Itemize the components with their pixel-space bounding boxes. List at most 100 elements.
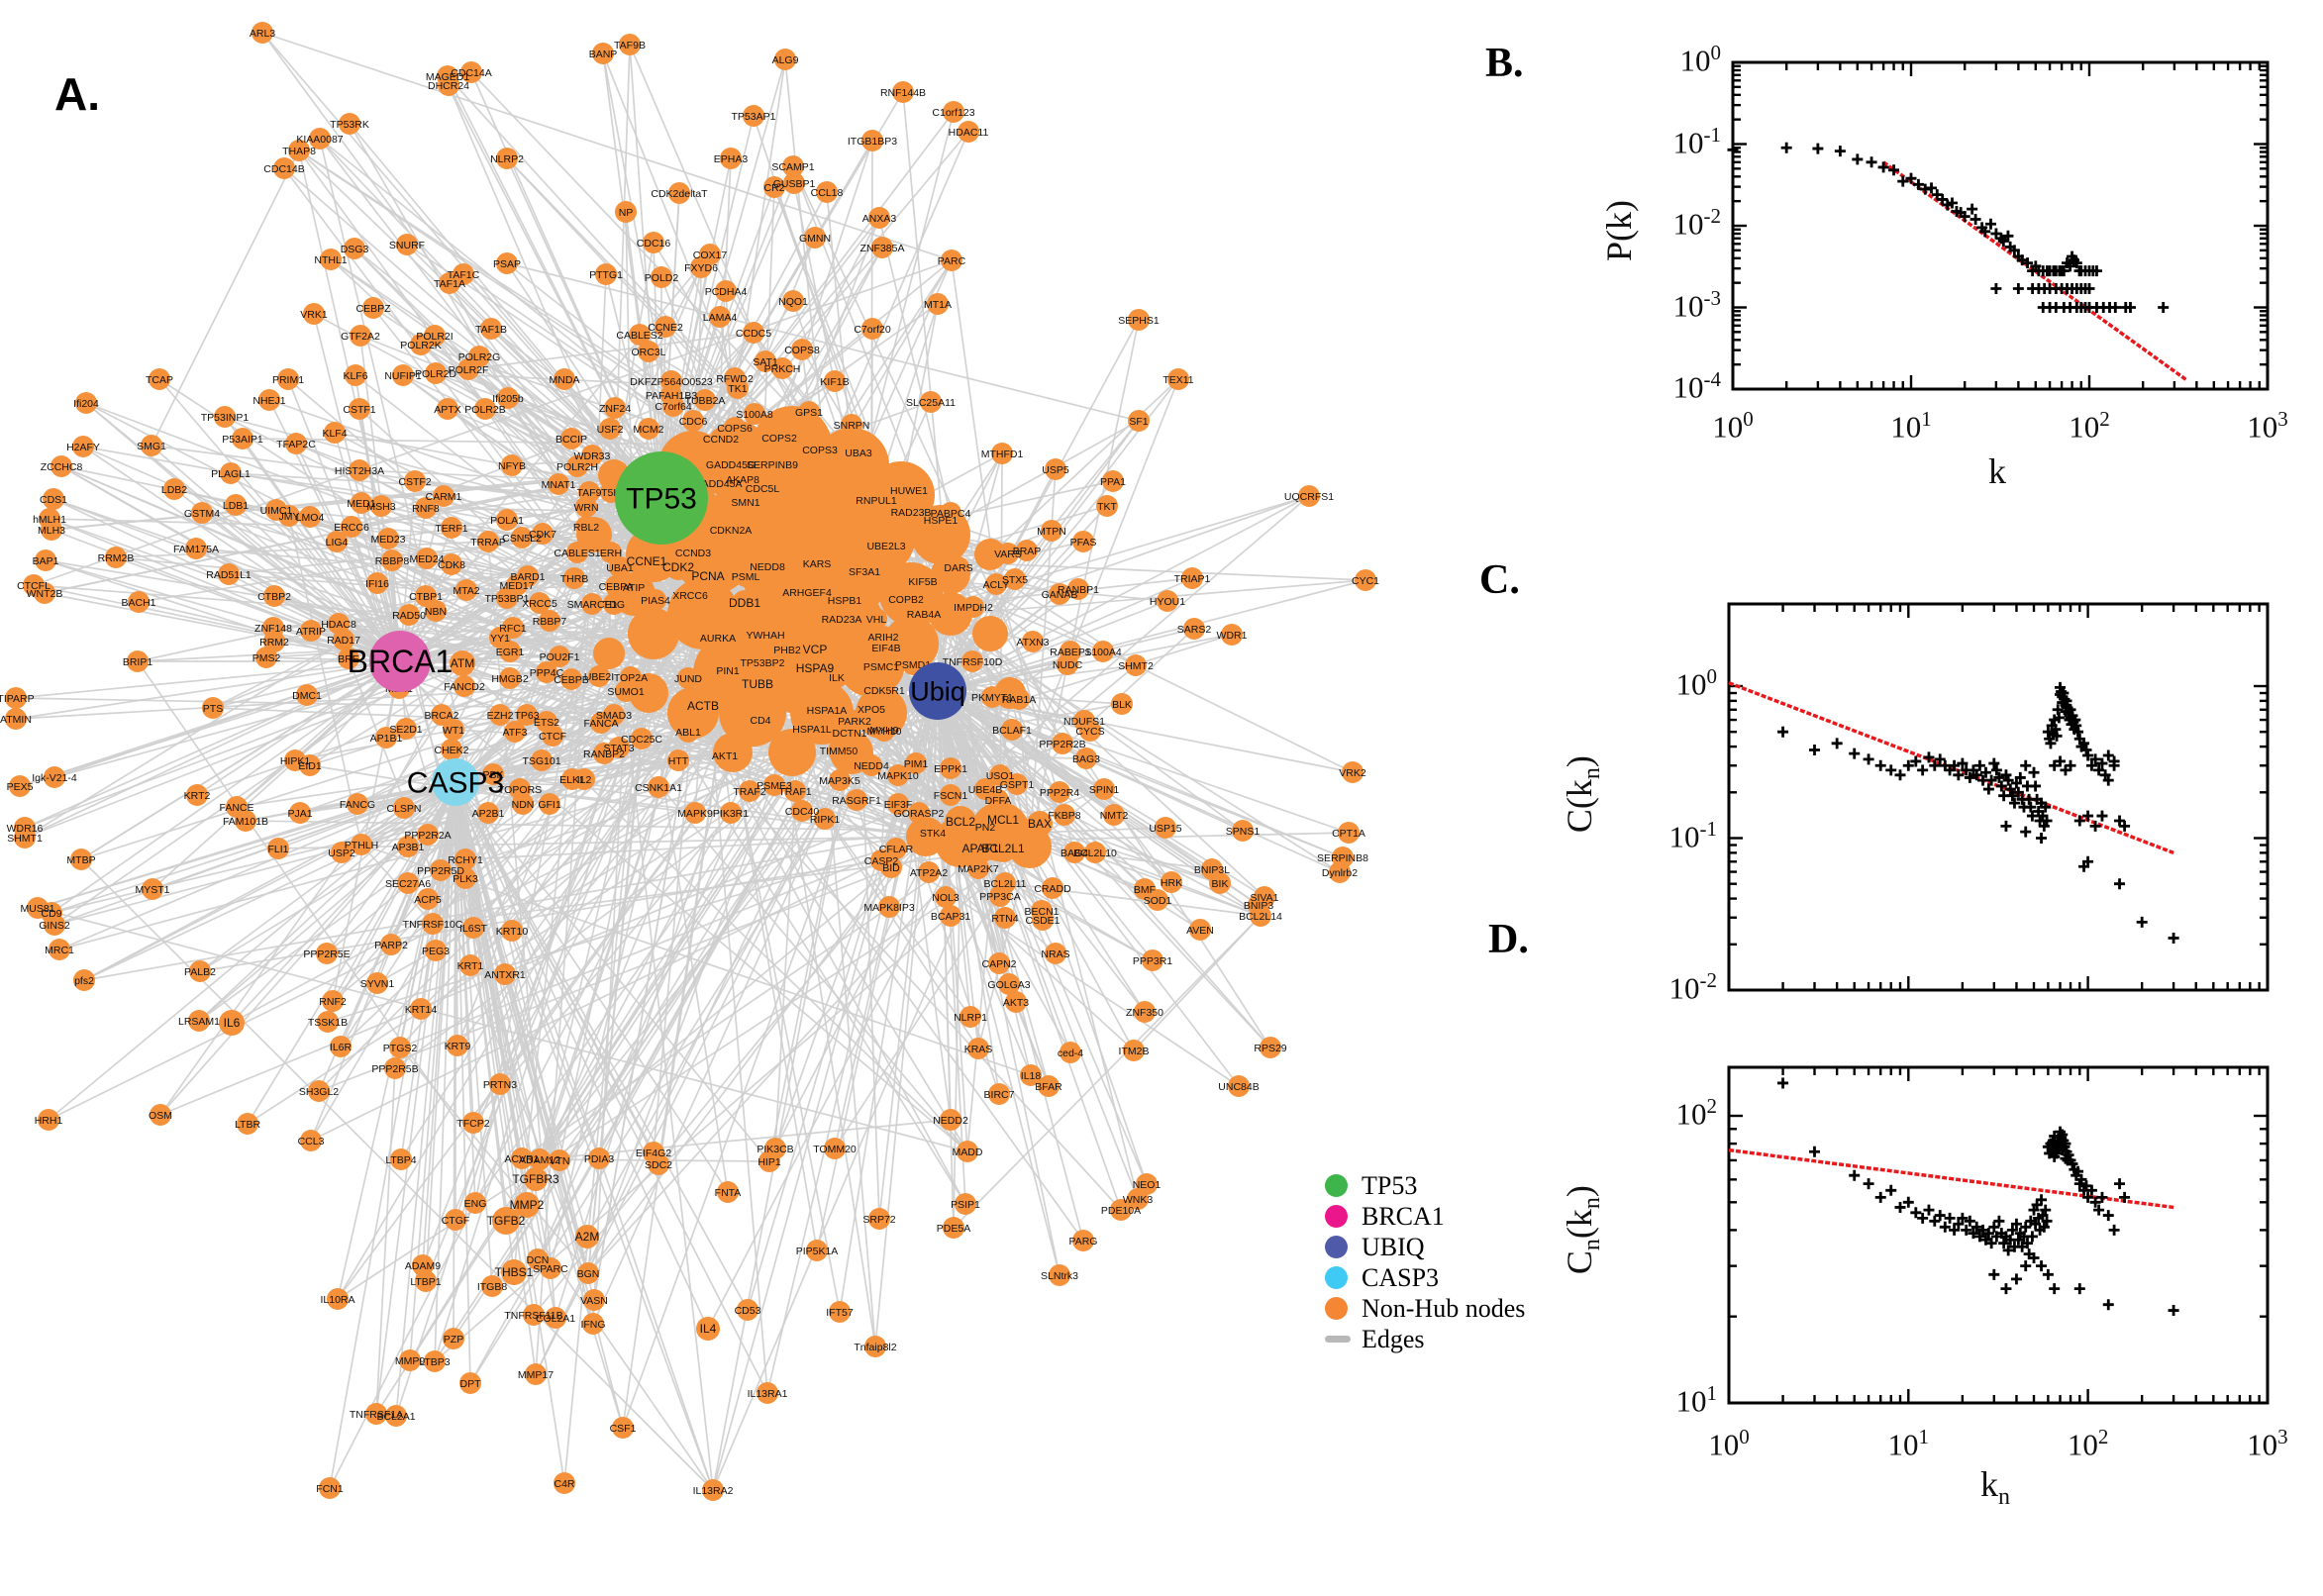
network-node (1060, 1042, 1081, 1063)
network-node-label: PN2 (975, 822, 996, 834)
network-node-label: HSPE1 (924, 515, 959, 527)
hub-node-casp3 (432, 758, 479, 806)
network-node (629, 324, 651, 346)
network-node-label: ADAM9 (405, 1260, 441, 1272)
network-node-label: CDK7 (529, 529, 556, 541)
network-node (384, 1057, 406, 1079)
network-node (49, 939, 70, 960)
network-node (457, 358, 479, 380)
network-node-label: IL6 (224, 1016, 241, 1030)
cluster-blob (972, 616, 1008, 651)
network-node (940, 1109, 961, 1131)
network-node (438, 74, 459, 96)
network-node (188, 1010, 210, 1032)
network-node-label: TAF1C (448, 269, 480, 281)
network-node (1123, 1040, 1145, 1061)
network-node-label: WDR1 (1217, 630, 1248, 642)
network-node-label: CTBP2 (257, 591, 291, 603)
network-node-label: FANCE (219, 802, 253, 814)
network-node (744, 403, 765, 425)
network-node-label: CDC6 (679, 416, 708, 428)
network-node (501, 920, 523, 942)
network-node (566, 542, 588, 563)
network-node-label: ATM (451, 656, 474, 670)
network-node-label: PPP3R1 (1133, 955, 1172, 967)
network-node (532, 523, 554, 545)
network-node (668, 182, 690, 204)
network-node-label: TAF9 (577, 487, 602, 499)
network-node-label: MAPK10 (877, 770, 919, 782)
network-node-label: TNFRSF1A (350, 1409, 403, 1421)
network-node (1096, 495, 1118, 517)
network-node-label: USP5 (1042, 464, 1069, 476)
network-node (990, 807, 1016, 833)
network-node (709, 306, 731, 328)
network-node-label: YY1 (490, 633, 510, 645)
network-node-label: LRSAM1 (178, 1016, 220, 1028)
network-node-label: EID1 (298, 760, 322, 772)
network-node (720, 519, 742, 541)
network-node (1125, 654, 1147, 676)
network-node (397, 836, 419, 857)
network-node (416, 548, 438, 569)
network-node (1183, 618, 1205, 640)
network-node (732, 590, 758, 616)
network-node-label: GUSBP1 (773, 178, 816, 190)
network-node (417, 888, 439, 910)
network-node (72, 436, 94, 457)
network-node-label: MNDA (550, 374, 580, 386)
network-node-label: SMG1 (137, 441, 166, 452)
network-node (735, 565, 757, 587)
network-legend: TP53 BRCA1 UBIQ CASP3 Non-Hub nodes Edge… (1325, 1170, 1525, 1354)
network-node-label: MT1A (924, 299, 952, 311)
network-node (1032, 909, 1054, 931)
network-node (865, 489, 887, 511)
network-node-label: CABLES1 (554, 548, 600, 559)
network-node-label: P53AIP1 (222, 434, 263, 446)
network-node-label: WNK3 (1123, 1194, 1153, 1206)
network-node (684, 802, 706, 824)
network-node-label: ZCCHC8 (41, 461, 83, 473)
tick-label: 102 (2067, 1425, 2109, 1462)
network-node-label: NDUFS1 (1063, 716, 1105, 728)
network-node-label: SE2D1 (389, 724, 422, 736)
network-node-label: BAX (1028, 817, 1052, 831)
network-node-label: TAF1B (475, 324, 507, 336)
axis-ticks (1731, 60, 2270, 391)
legend-item-edges: Edges (1325, 1324, 1525, 1354)
network-node (441, 517, 462, 539)
network-node-label: MTA2 (453, 585, 479, 597)
network-node (826, 666, 848, 688)
network-node (496, 148, 518, 169)
network-node-label: TNFRSF10D (943, 656, 1003, 668)
network-node-label: VHL (866, 614, 887, 626)
network-node-label: TOMM20 (813, 1144, 857, 1155)
network-node-label: CSNK1A1 (635, 782, 682, 794)
network-node (1128, 410, 1150, 432)
network-node-label: SARS2 (1177, 624, 1212, 636)
network-node (443, 1328, 464, 1349)
network-node-label: PPP2R5E (303, 948, 350, 960)
network-node (1072, 1230, 1094, 1251)
network-node (1004, 568, 1026, 590)
network-node-label: PMS2 (252, 652, 281, 664)
network-node-label: GANAB (1042, 589, 1078, 601)
network-node-label: AURKA (700, 633, 736, 645)
network-node-label: BCL2L1 (981, 842, 1025, 855)
network-node-label: USP15 (1149, 823, 1181, 835)
network-node (1067, 578, 1089, 600)
network-node (967, 857, 989, 879)
network-node-label: BCL2A1 (376, 1411, 415, 1423)
network-node-label: FCN1 (316, 1483, 344, 1495)
network-node (14, 827, 36, 848)
network-node (288, 140, 310, 161)
network-node-label: KRAS (964, 1044, 993, 1055)
network-node (347, 793, 368, 815)
network-node-label: KIAA0087 (296, 134, 343, 146)
network-node-label: RAD17 (327, 635, 360, 647)
network-node-label: JUND (674, 673, 702, 685)
network-node-label: CDC14A (451, 67, 491, 79)
network-node-label: S100A4 (1084, 647, 1122, 658)
network-node (1167, 368, 1189, 390)
